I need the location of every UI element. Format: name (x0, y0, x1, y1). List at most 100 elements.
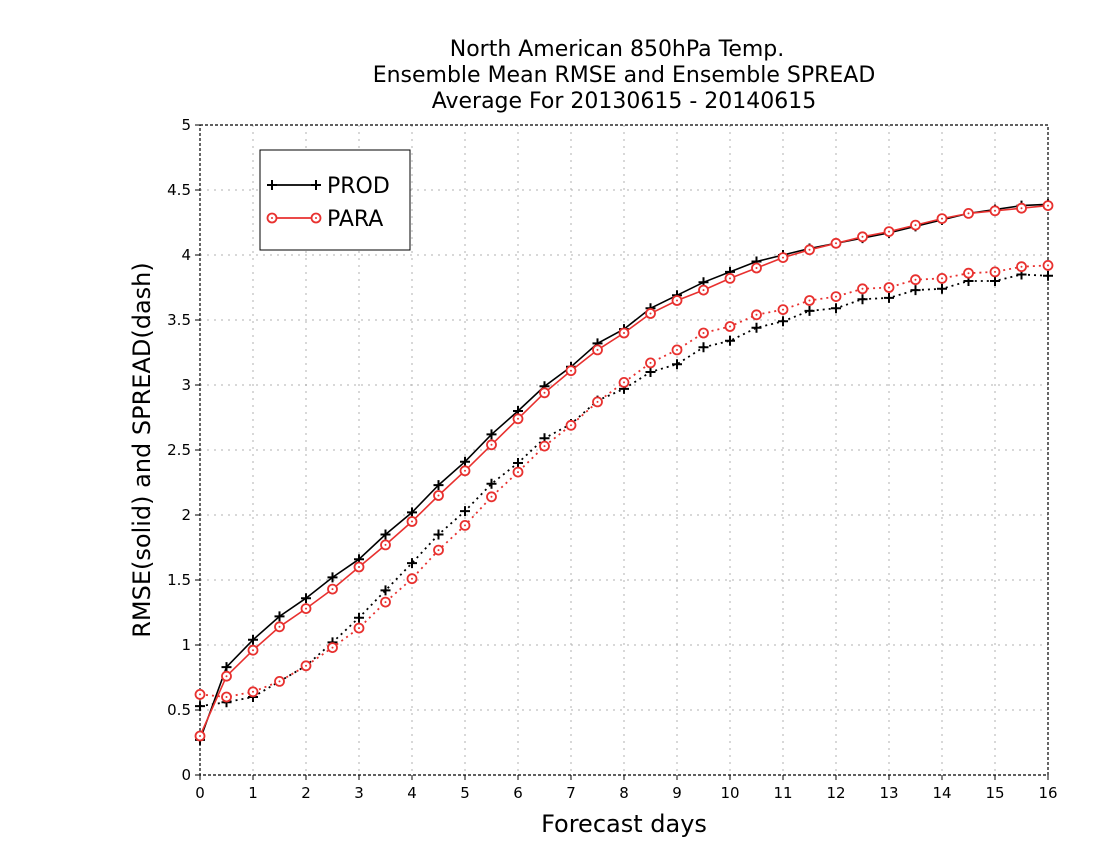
data-point-circle-center (888, 230, 890, 233)
data-point-plus (380, 585, 391, 596)
data-point-plus (433, 480, 444, 491)
data-point-plus (804, 305, 815, 316)
data-point-plus (380, 529, 391, 540)
data-point-circle-center (729, 277, 731, 280)
data-point-circle-center (437, 494, 440, 497)
data-point-circle-center (967, 272, 970, 275)
data-point-plus (513, 458, 523, 468)
data-point-circle-center (517, 417, 519, 420)
data-point-circle-center (199, 693, 201, 696)
data-point-circle-center (941, 277, 943, 280)
data-point-plus (221, 662, 232, 673)
data-point-plus (725, 335, 735, 346)
data-point-plus (672, 359, 682, 370)
data-point-plus (407, 558, 417, 569)
x-tick-label: 10 (720, 784, 739, 802)
axis-ticks: 0 1 2 3 4 5 6 7 8 9 10 11 12 13 14 15 1600.511.522.533.5… (167, 116, 1057, 802)
data-point-circle-center (570, 369, 572, 372)
data-point-circle-center (782, 308, 784, 311)
x-tick-label: 2 (301, 784, 311, 802)
data-point-circle-center (199, 735, 201, 737)
data-point-circle-center (808, 248, 811, 251)
x-tick-label: 5 (460, 784, 470, 802)
data-point-circle-center (596, 348, 599, 351)
data-point-circle-center (464, 469, 466, 472)
data-point-circle-center (252, 690, 254, 693)
y-tick-label: 3.5 (167, 311, 191, 329)
x-tick-label: 0 (195, 784, 205, 802)
legend-marker-plus (311, 180, 321, 190)
y-axis-label: RMSE(solid) and SPREAD(dash) (128, 262, 156, 638)
data-point-plus (460, 456, 470, 467)
data-point-plus (486, 429, 497, 440)
data-point-circle-center (967, 212, 970, 215)
data-point-circle-center (358, 566, 360, 568)
data-point-circle-center (437, 549, 440, 552)
data-point-plus (274, 611, 285, 622)
data-point-circle-center (994, 209, 996, 212)
data-point-circle-center (1020, 265, 1023, 268)
legend-entry-prod: PROD (267, 174, 390, 199)
data-point-plus (433, 529, 444, 540)
y-tick-label: 0.5 (167, 701, 191, 719)
data-point-circle-center (702, 289, 705, 292)
data-point-circle-center (861, 287, 864, 290)
data-point-plus (751, 322, 762, 333)
data-point-plus (884, 292, 894, 303)
chart-title: North American 850hPa Temp. Ensemble Mea… (373, 37, 876, 114)
chart-title-line-2: Ensemble Mean RMSE and Ensemble SPREAD (373, 63, 876, 88)
y-tick-label: 5 (181, 116, 191, 134)
data-point-circle-center (517, 471, 519, 474)
x-tick-label: 16 (1038, 784, 1057, 802)
data-point-plus (486, 478, 497, 489)
data-point-circle-center (994, 270, 996, 273)
data-point-circle-center (543, 445, 546, 448)
data-point-circle-center (596, 400, 599, 403)
x-tick-label: 11 (773, 784, 792, 802)
data-point-circle-center (490, 443, 493, 446)
data-point-circle-center (331, 646, 334, 649)
plot-frame (199, 124, 1049, 776)
series-line (199, 273, 1049, 707)
x-tick-label: 15 (985, 784, 1004, 802)
legend-entry-para: PARA (266, 207, 383, 232)
x-tick-label: 8 (619, 784, 629, 802)
data-point-circle-center (252, 649, 254, 652)
x-tick-label: 13 (879, 784, 898, 802)
data-point-circle-center (411, 520, 413, 523)
data-point-circle-center (649, 361, 652, 364)
data-point-circle-center (411, 577, 413, 580)
data-point-circle-center (649, 312, 652, 315)
data-point-circle-center (1020, 207, 1023, 210)
y-tick-label: 1.5 (167, 571, 191, 589)
data-point-circle-center (914, 278, 917, 281)
data-point-plus (327, 572, 338, 583)
data-point-circle-center (543, 391, 546, 394)
data-point-circle-center (1047, 264, 1049, 267)
y-tick-label: 2 (181, 506, 191, 524)
data-point-plus (1043, 270, 1053, 281)
x-axis-label: Forecast days (541, 810, 707, 838)
legend-label: PARA (327, 207, 383, 232)
data-point-plus (937, 283, 947, 294)
y-tick-label: 4 (181, 246, 191, 264)
data-point-circle-center (888, 286, 890, 289)
data-point-circle-center (225, 675, 228, 678)
x-tick-label: 3 (354, 784, 364, 802)
y-tick-label: 1 (181, 636, 191, 654)
data-point-circle-center (941, 217, 943, 220)
x-tick-label: 9 (672, 784, 682, 802)
data-point-circle-center (464, 524, 466, 527)
series-para-spread (194, 259, 1054, 703)
data-point-plus (857, 294, 868, 305)
data-point-circle-center (914, 224, 917, 227)
chart-title-line-1: North American 850hPa Temp. (450, 37, 785, 62)
data-point-plus (698, 342, 709, 353)
data-point-plus (990, 276, 1000, 286)
x-tick-label: 1 (248, 784, 258, 802)
data-point-circle-center (702, 332, 705, 334)
data-point-plus (460, 506, 470, 517)
data-point-circle-center (384, 543, 387, 546)
legend-marker-plus (267, 180, 277, 190)
